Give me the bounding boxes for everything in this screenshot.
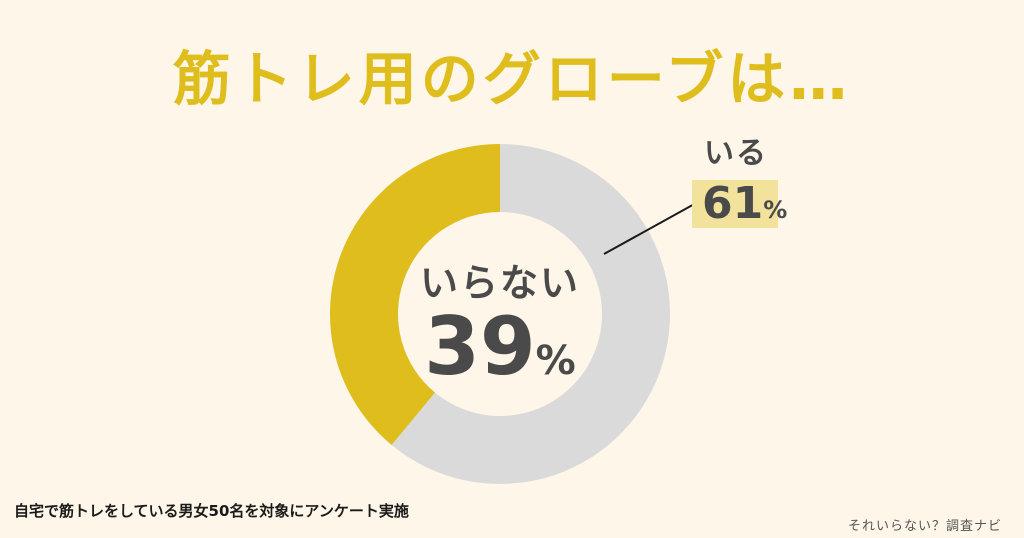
brand-logo-text: それいらない？調査ナビ bbox=[847, 519, 1002, 534]
survey-footnote: 自宅で筋トレをしている男女50名を対象にアンケート実施 bbox=[14, 502, 409, 520]
slice-value-need: 61% bbox=[692, 180, 787, 228]
slice-value-no-need: 39% bbox=[424, 300, 576, 393]
slice-label-no-need: いらない bbox=[419, 261, 580, 305]
slice-label-need: いる bbox=[704, 136, 768, 171]
donut-slice-need bbox=[391, 144, 670, 484]
callout-leader-line bbox=[603, 201, 699, 255]
donut-slice-no-need bbox=[330, 144, 500, 445]
chart-title: 筋トレ用のグローブは… bbox=[172, 45, 852, 113]
